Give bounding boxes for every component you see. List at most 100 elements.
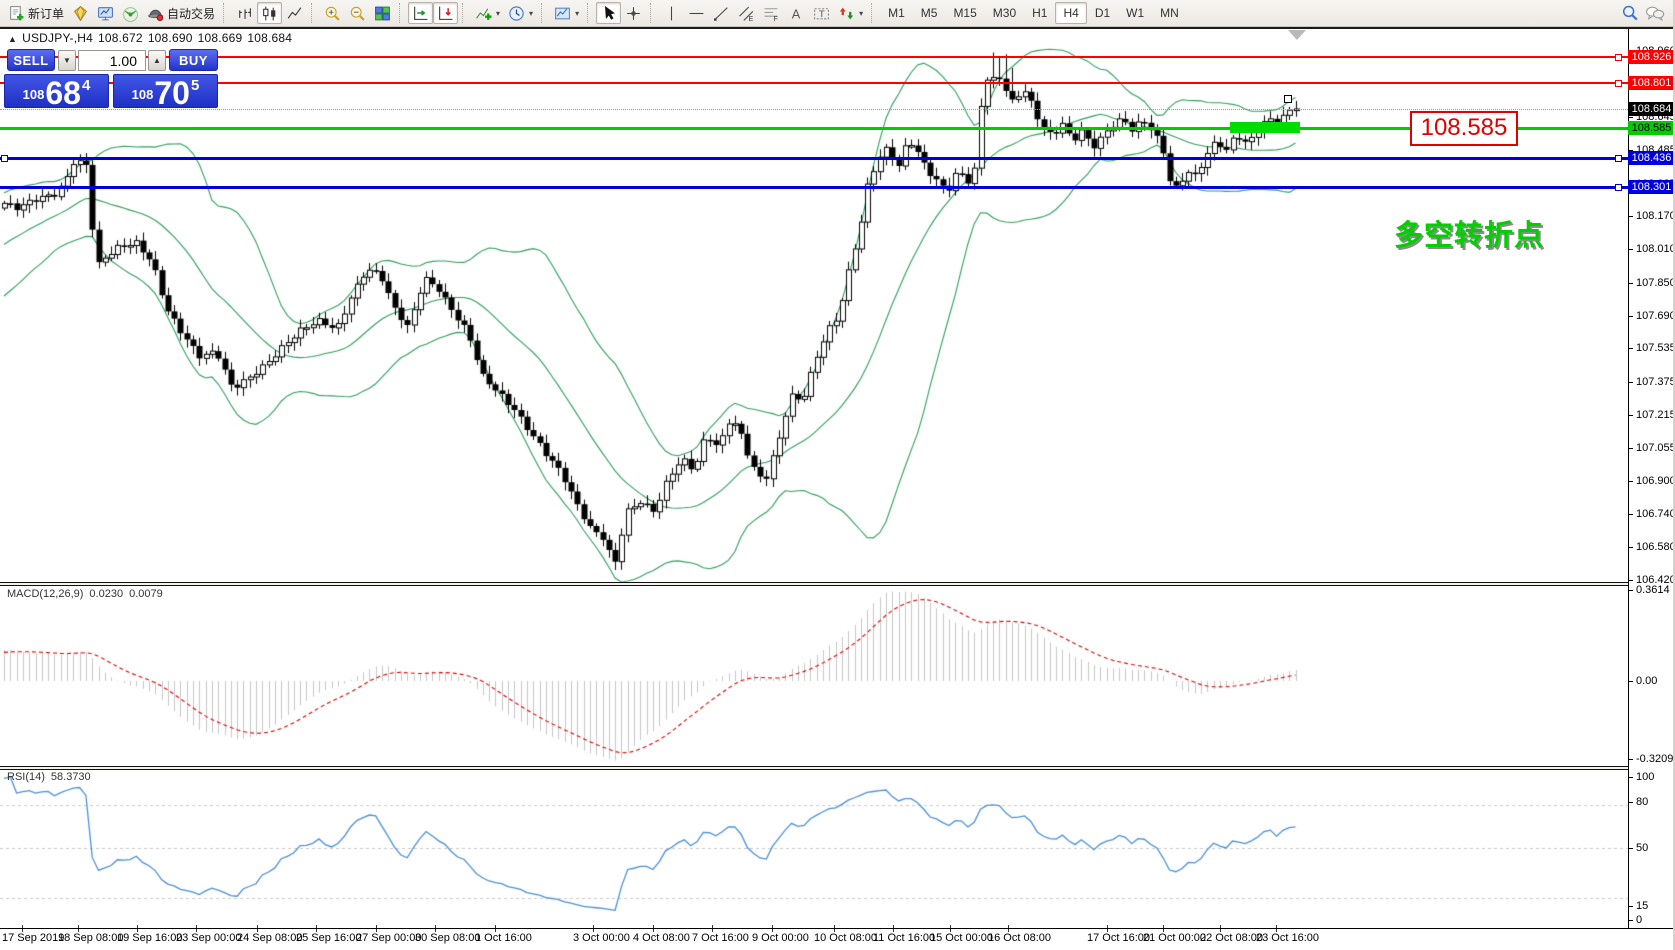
timeframe-w1[interactable]: W1 — [1126, 6, 1145, 20]
time-label: 21 Oct 00:00 — [1143, 932, 1206, 944]
open-value: 108.672 — [98, 31, 143, 45]
resistance-line-1-handle[interactable] — [1615, 54, 1622, 61]
sell-price[interactable]: 108 68 4 — [4, 74, 109, 109]
resistance-line-2[interactable] — [0, 82, 1628, 84]
autotrading-icon — [148, 9, 164, 21]
periods-button[interactable]: ▾ — [504, 2, 537, 24]
arrows-button[interactable]: ▾ — [834, 2, 867, 24]
new-order-button[interactable]: 新订单 — [4, 2, 68, 24]
line-chart-button[interactable] — [282, 2, 307, 24]
metaeditor-button[interactable] — [68, 2, 93, 24]
price-tick — [1628, 316, 1633, 317]
horizontal-line-button[interactable] — [684, 2, 709, 24]
price-tick — [1628, 117, 1633, 118]
indicators-button[interactable]: ▾ — [471, 2, 504, 24]
macd-panel-separator[interactable] — [0, 582, 1628, 586]
macd-value-signal: 0.0079 — [129, 588, 163, 600]
bar-chart-icon — [239, 7, 251, 19]
text-button[interactable]: A — [784, 2, 809, 24]
timeframe-mn[interactable]: MN — [1160, 6, 1179, 20]
chat-icon[interactable] — [1645, 4, 1665, 22]
price-tick-label: 107.055 — [1636, 442, 1675, 454]
rsi-tick-label: 100 — [1636, 771, 1655, 783]
auto-scroll-button[interactable] — [408, 2, 434, 24]
price-tick-label: 106.580 — [1636, 541, 1675, 553]
trendline-button[interactable] — [709, 2, 734, 24]
candlestick-chart-button[interactable] — [257, 2, 283, 24]
pivot-line[interactable] — [0, 127, 1628, 130]
toolbar-separator — [587, 3, 592, 23]
price-tick — [1628, 249, 1633, 250]
resistance-line-2-handle[interactable] — [1615, 80, 1622, 87]
market-button[interactable] — [93, 2, 118, 24]
time-label: 23 Sep 00:00 — [176, 932, 242, 944]
support-line-2-handle[interactable] — [1615, 184, 1622, 191]
tile-windows-button[interactable] — [370, 2, 395, 24]
rsi-value: 58.3730 — [50, 771, 91, 783]
channel-button[interactable]: E — [734, 2, 759, 24]
indicators-dropdown-caret: ▾ — [496, 8, 501, 18]
arrows-dropdown-caret: ▾ — [859, 8, 864, 18]
price-tick — [1628, 514, 1633, 515]
buy-price[interactable]: 108 70 5 — [113, 74, 218, 111]
cursor-icon — [605, 5, 616, 20]
buy-button[interactable]: BUY — [169, 49, 218, 71]
support-line-1-handle[interactable] — [1615, 155, 1622, 162]
timeframe-d1[interactable]: D1 — [1094, 6, 1111, 20]
vertical-line-button[interactable] — [659, 2, 684, 24]
symbol-period-label: USDJPY-,H4 — [22, 31, 94, 45]
channel-icon: E — [739, 6, 754, 22]
collapse-panel-icon[interactable]: ▲ — [8, 34, 18, 44]
time-label: 9 Oct 00:00 — [752, 932, 809, 944]
rsi-tick-label: 15 — [1636, 900, 1649, 912]
timeframe-m30[interactable]: M30 — [992, 6, 1017, 20]
sell-button[interactable]: SELL — [7, 49, 55, 71]
fibonacci-button[interactable]: F — [759, 2, 784, 24]
timeframe-m1[interactable]: M1 — [888, 6, 905, 20]
zoom-in-icon — [325, 6, 340, 21]
time-label: 16 Oct 08:00 — [988, 932, 1051, 944]
zoom-in-button[interactable] — [320, 2, 345, 24]
price-callout-box[interactable]: 108.585 — [1410, 111, 1518, 146]
chart-window-border — [0, 27, 1675, 29]
bar-chart-button[interactable] — [232, 2, 257, 24]
chart-shift-button[interactable] — [433, 2, 459, 24]
support-line-1[interactable] — [0, 157, 1628, 160]
time-label: 18 Sep 08:00 — [58, 932, 124, 944]
time-label: 24 Sep 08:00 — [237, 932, 303, 944]
turning-point-label[interactable]: 多空转折点 — [1394, 220, 1545, 252]
rsi-panel-separator[interactable] — [0, 766, 1628, 770]
resistance-line-1[interactable] — [0, 56, 1628, 58]
signals-icon — [123, 6, 138, 22]
zoom-out-button[interactable] — [345, 2, 370, 24]
volume-input[interactable]: 1.00 — [78, 50, 146, 71]
timeframe-m15[interactable]: M15 — [953, 6, 977, 20]
chart-shift-marker[interactable] — [1288, 30, 1306, 40]
highlight-rectangle[interactable] — [1230, 122, 1300, 133]
support-line-1-handle[interactable] — [1, 155, 8, 162]
crosshair-button[interactable] — [621, 2, 646, 24]
volume-increase-button[interactable]: ▲ — [148, 50, 166, 71]
volume-decrease-button[interactable]: ▼ — [58, 50, 76, 71]
label-button[interactable]: T — [809, 2, 834, 24]
rsi-tick-label: 50 — [1636, 842, 1649, 854]
time-axis-border — [0, 928, 1675, 929]
cursor-button[interactable] — [596, 2, 622, 24]
trendline-icon — [714, 6, 728, 21]
macd-value-main: 0.0230 — [89, 588, 124, 600]
autotrading-button[interactable]: 自动交易 — [143, 2, 219, 24]
buy-price-main: 70 — [154, 74, 190, 111]
templates-button[interactable]: ▾ — [550, 2, 583, 24]
timeframe-h1[interactable]: H1 — [1032, 6, 1048, 20]
timeframe-h4[interactable]: H4 — [1055, 2, 1087, 24]
signals-button[interactable] — [118, 2, 143, 24]
label-tool-icon — [814, 7, 830, 19]
support-line-2[interactable] — [0, 186, 1628, 189]
time-label: 3 Oct 00:00 — [573, 932, 630, 944]
search-icon[interactable] — [1621, 4, 1639, 22]
timeframe-m5[interactable]: M5 — [920, 6, 938, 20]
object-anchor-handle[interactable] — [1284, 95, 1292, 103]
rsi-tick — [1628, 920, 1633, 921]
toolbar-separator — [399, 3, 404, 23]
